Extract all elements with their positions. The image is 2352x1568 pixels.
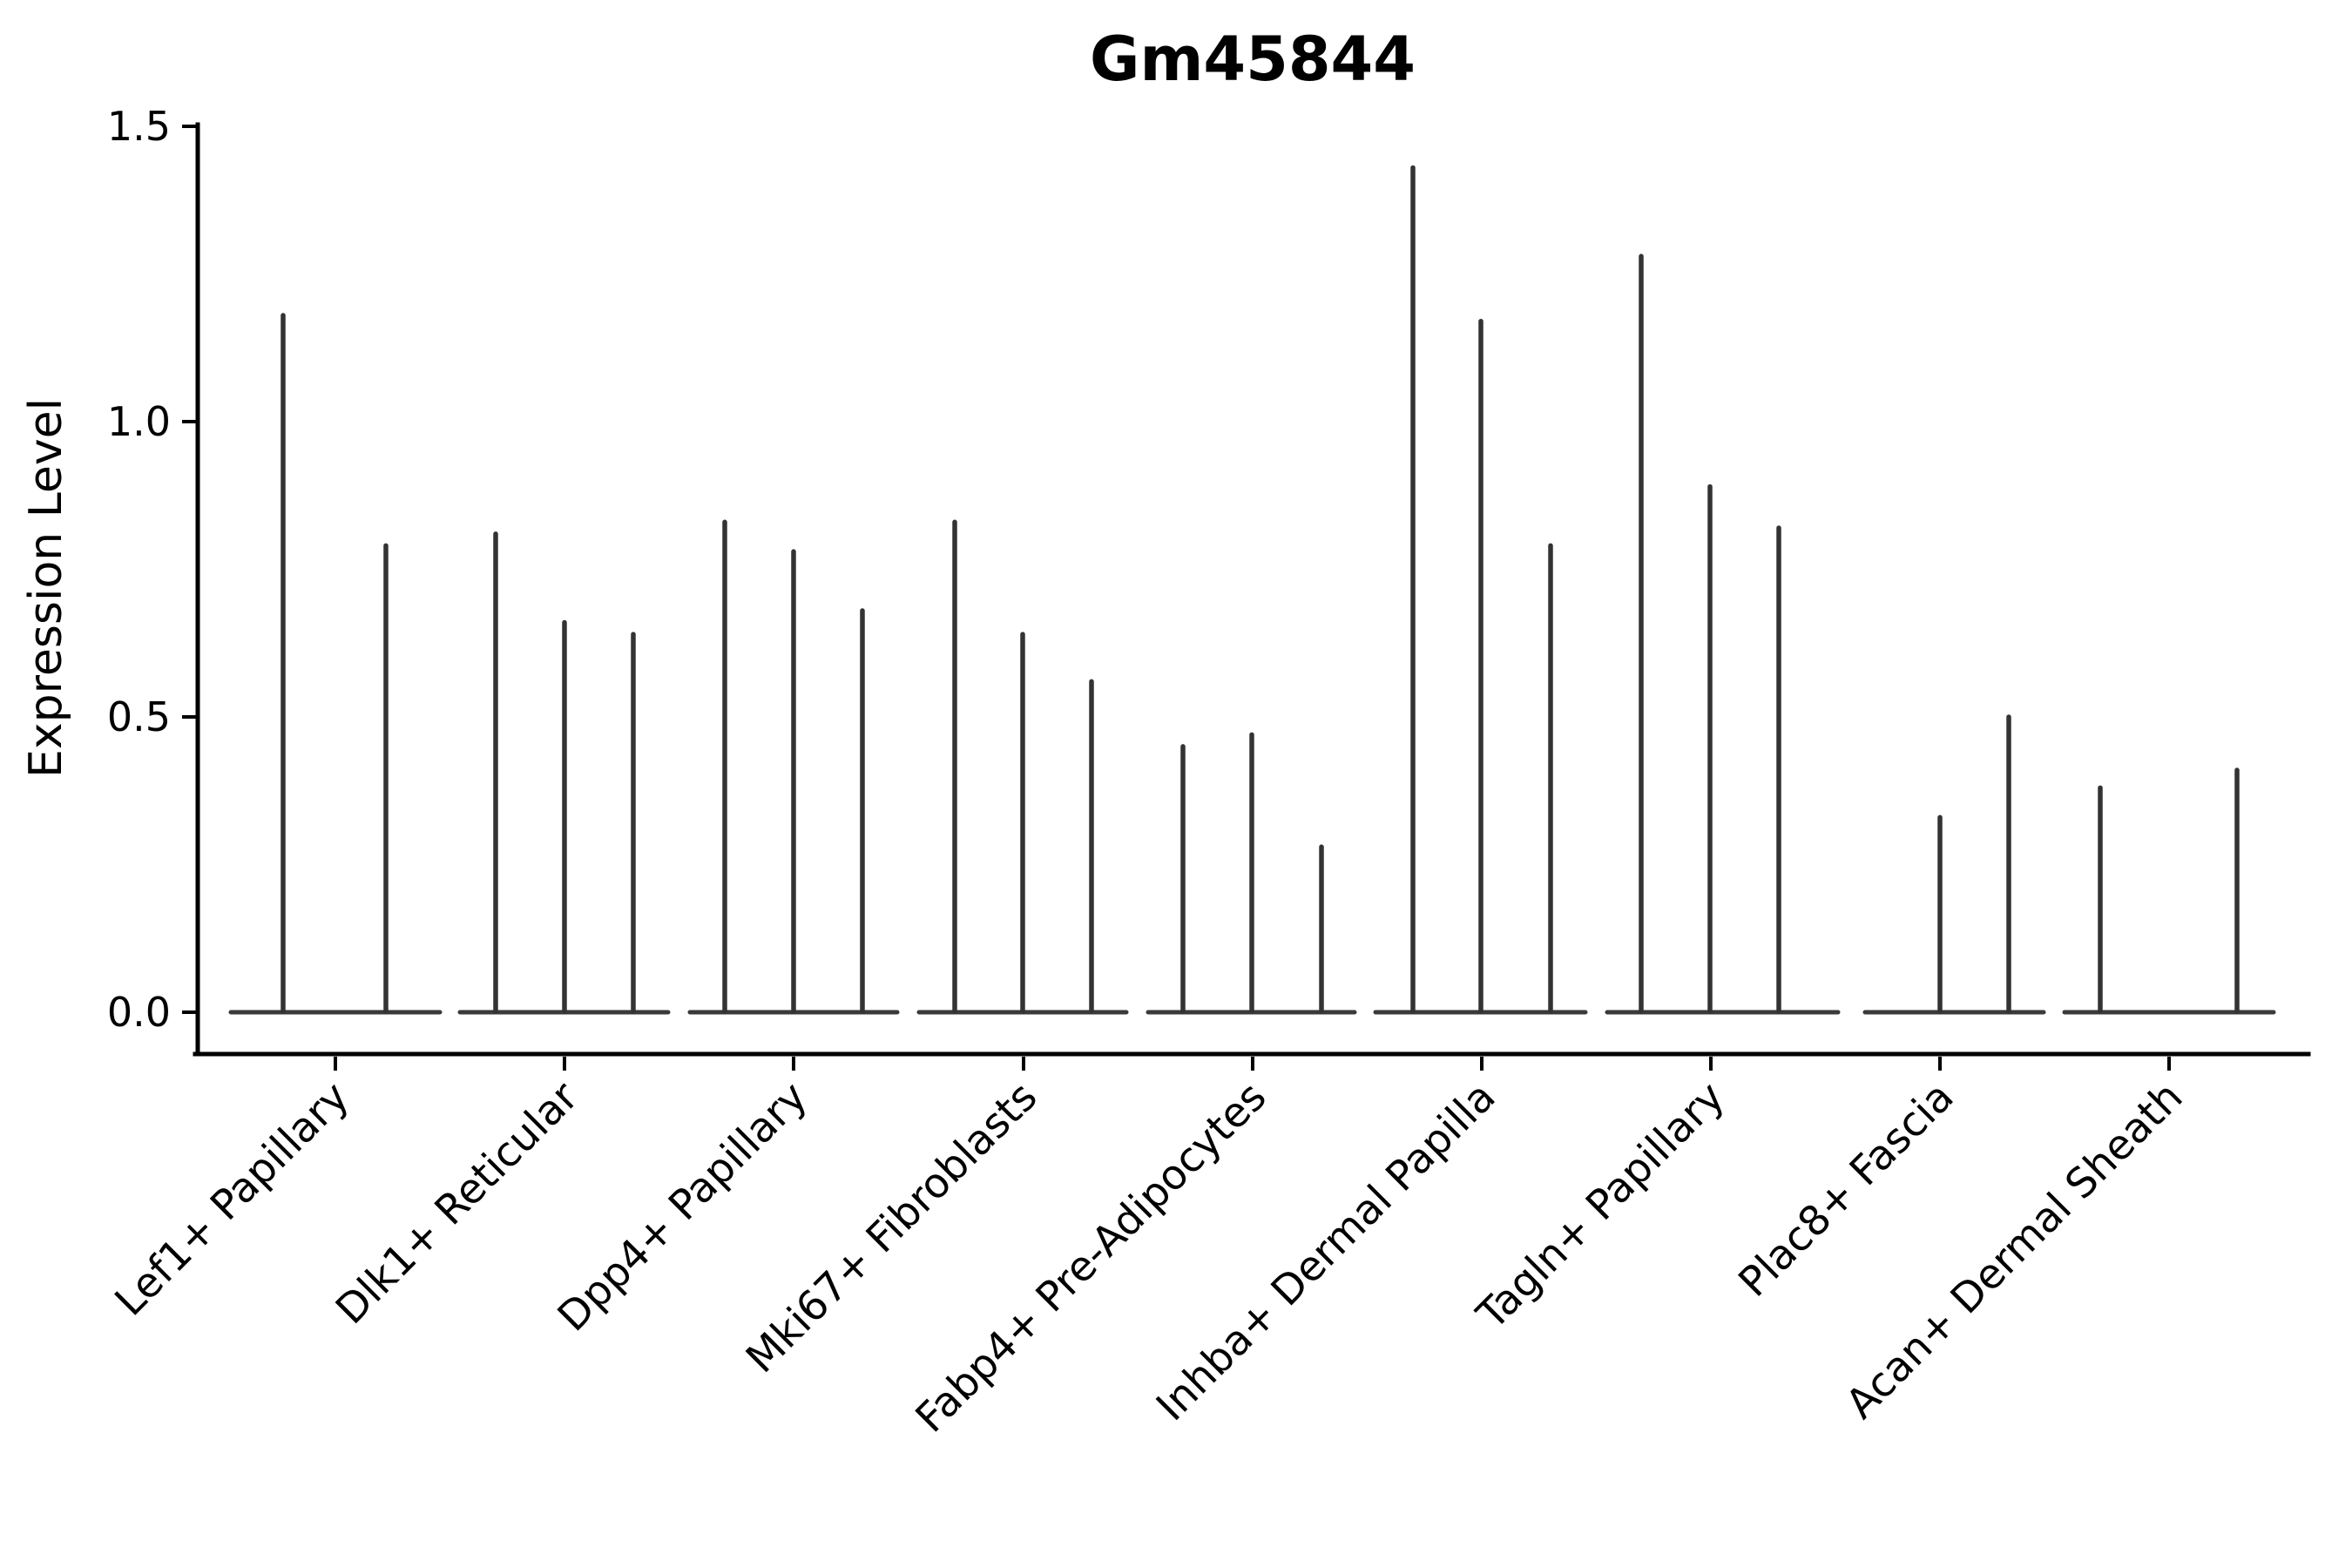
chart-title: Gm45844	[1090, 24, 1416, 95]
y-axis-label: Expression Level	[20, 398, 72, 778]
axes	[193, 122, 2311, 1057]
y-axis-ticks: 0.0 0.5 1.0 1.5	[107, 103, 198, 1036]
violins	[228, 165, 2276, 1015]
y-tick-label: 0.0	[107, 989, 171, 1036]
y-tick-label: 1.0	[107, 398, 171, 445]
y-tick-label: 1.5	[107, 103, 171, 150]
y-tick-label: 0.5	[107, 693, 171, 740]
